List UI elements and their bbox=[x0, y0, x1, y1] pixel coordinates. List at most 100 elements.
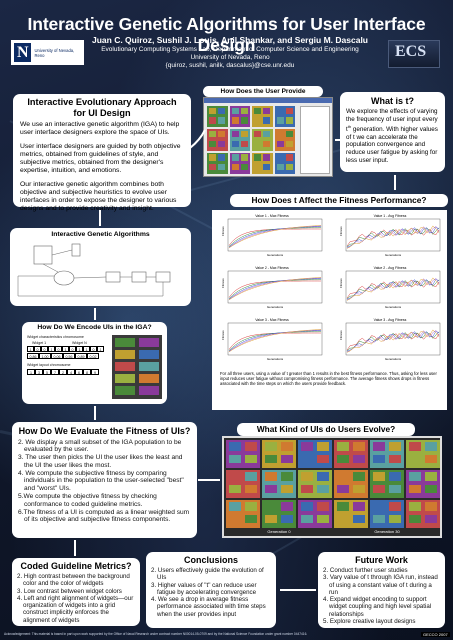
list-item: 4. We see a drop in average fitness perf… bbox=[151, 596, 266, 618]
widget-block bbox=[409, 454, 422, 464]
chromosome-cell: 0 bbox=[55, 346, 62, 352]
chromosome-cell: 2 bbox=[59, 369, 67, 375]
widget-block bbox=[316, 514, 329, 524]
university-logo-text: University of Nevada, Reno bbox=[34, 47, 75, 58]
widget-block bbox=[280, 472, 293, 481]
widget-block bbox=[280, 454, 293, 464]
evaluate-list: 2. We display a small subset of the IGA … bbox=[18, 439, 191, 525]
section-title: How Does the User Provide Feedback? bbox=[203, 86, 323, 106]
fitness-series-line bbox=[228, 277, 322, 301]
widget-block bbox=[280, 442, 293, 451]
widget-block bbox=[388, 454, 401, 464]
authors: Juan C. Quiroz, Sushil J. Louis, Anil Sh… bbox=[92, 35, 368, 45]
fitness-plot: Value 3 - Avg Fitness Fitness Generations bbox=[339, 318, 441, 361]
widget-block bbox=[409, 484, 422, 494]
widget-block bbox=[301, 442, 314, 451]
fitness-figure: Value 1 - Max Fitness Fitness Generations V… bbox=[212, 210, 447, 410]
widget-block bbox=[424, 514, 437, 524]
ui-thumbnail bbox=[226, 470, 260, 498]
widget-block bbox=[301, 472, 314, 481]
plot-xlabel: Generations bbox=[267, 357, 284, 361]
ui-thumbnail bbox=[207, 129, 228, 151]
widget-block bbox=[409, 502, 422, 511]
plot-xlabel: Generations bbox=[267, 253, 284, 257]
section-guidelines: Coded Guideline Metrics? 2. High contras… bbox=[12, 558, 140, 626]
widget-block bbox=[285, 154, 293, 161]
chromosome-cell: 5 bbox=[43, 369, 51, 375]
widget-block bbox=[263, 140, 271, 148]
plot-title: Value 1 - Avg Fitness bbox=[374, 214, 407, 218]
plot-xlabel: Generations bbox=[267, 305, 284, 309]
ui-thumbnail bbox=[370, 470, 404, 498]
widget-block bbox=[229, 442, 242, 451]
widget-block bbox=[263, 131, 271, 138]
widget-block bbox=[316, 472, 329, 481]
fitness-plot: Value 2 - Max Fitness Fitness Generations bbox=[221, 266, 323, 309]
generation-30-uis bbox=[334, 440, 440, 528]
fitness-series-line bbox=[346, 279, 440, 299]
widget-block bbox=[218, 117, 226, 124]
chromosome-label: Widget characteristics chromosome bbox=[27, 335, 84, 339]
widget-block bbox=[337, 484, 350, 494]
widget-block bbox=[115, 386, 135, 395]
fitness-plot: Value 1 - Avg Fitness Fitness Generations bbox=[339, 214, 441, 257]
evaluation-node bbox=[155, 271, 171, 283]
list-item: 3. Vary value of t through IGA run, inst… bbox=[323, 574, 438, 596]
widget-block bbox=[337, 514, 350, 524]
widget-block bbox=[285, 163, 293, 171]
university-logo-mark: N bbox=[14, 43, 32, 62]
ui-thumbnail bbox=[207, 152, 228, 174]
ui-thumbnail bbox=[262, 500, 296, 528]
widget-block bbox=[263, 117, 271, 124]
plot-xlabel: Generations bbox=[385, 357, 402, 361]
widget-block bbox=[254, 163, 262, 171]
plot-ylabel: Fitness bbox=[339, 226, 343, 236]
fitness-series-line bbox=[228, 330, 322, 352]
ui-thumbnail bbox=[252, 129, 273, 151]
ui-thumbnail bbox=[406, 440, 440, 468]
fitness-series-line bbox=[346, 227, 440, 247]
affiliation-line: {quiroz, sushil, anilk, dascalus}@cse.un… bbox=[165, 62, 295, 69]
ui-thumbnail bbox=[334, 500, 368, 528]
flow-arrow bbox=[42, 263, 59, 273]
generation-label: Generation 0 bbox=[267, 529, 291, 534]
widget-block bbox=[254, 107, 262, 115]
widget-block bbox=[424, 502, 437, 511]
widget-block bbox=[373, 454, 386, 464]
widget-block bbox=[276, 154, 284, 161]
chromosome-cell: 7 bbox=[51, 369, 59, 375]
widget-block bbox=[301, 514, 314, 524]
ui-thumbnail bbox=[298, 470, 332, 498]
ui-thumbnail bbox=[207, 106, 228, 128]
widget-block bbox=[337, 442, 350, 451]
widget-block bbox=[316, 442, 329, 451]
paragraph-text: We explore the effects of varying the fr… bbox=[346, 108, 438, 134]
plot-frame bbox=[345, 270, 441, 304]
chromosome-cell: 0.86 bbox=[27, 353, 39, 359]
plot-ylabel: Fitness bbox=[221, 278, 225, 288]
chromosome-cell: 0.89 bbox=[75, 353, 87, 359]
ui-thumbnail bbox=[226, 440, 260, 468]
ui-thumbnail bbox=[262, 440, 296, 468]
widget-block bbox=[263, 163, 271, 171]
affiliation-line: University of Nevada, Reno bbox=[190, 54, 270, 61]
iga-flow-diagram bbox=[17, 243, 171, 297]
widget-block bbox=[352, 502, 365, 511]
widget-block bbox=[265, 484, 278, 494]
widget-block bbox=[254, 154, 262, 161]
widget-block bbox=[263, 107, 271, 115]
widget-block bbox=[337, 502, 350, 511]
chromosome-cell: 3 bbox=[35, 369, 43, 375]
widget-block bbox=[240, 107, 248, 115]
feedback-screenshot bbox=[203, 97, 333, 177]
widget-block bbox=[218, 154, 226, 161]
widget-block bbox=[373, 502, 386, 511]
fitness-series-line bbox=[346, 329, 440, 353]
widget-block bbox=[231, 117, 239, 124]
widget-block bbox=[265, 502, 278, 511]
section-title: Future Work bbox=[355, 555, 408, 565]
widget-block bbox=[139, 350, 159, 359]
chromosome-cell: 6 bbox=[75, 369, 83, 375]
plot-title: Value 3 - Avg Fitness bbox=[374, 318, 407, 322]
